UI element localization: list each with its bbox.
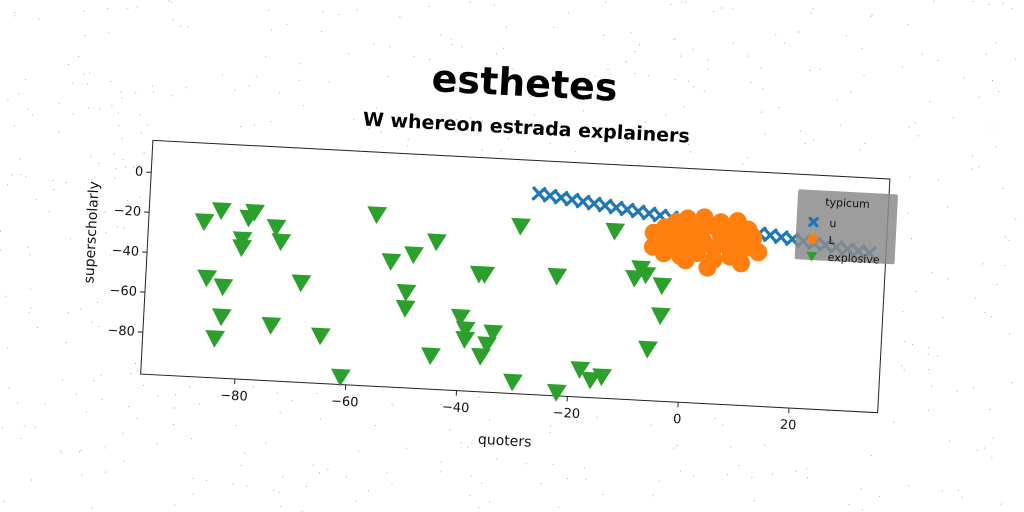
data-point — [619, 202, 635, 217]
chart-subtitle: W whereon estrada explainers — [362, 108, 690, 147]
legend-marker-L — [807, 234, 818, 245]
data-point — [711, 213, 730, 232]
data-point — [749, 243, 768, 262]
data-point — [630, 204, 646, 219]
legend-label-explosive: explosive — [827, 251, 880, 267]
data-point — [676, 251, 695, 270]
data-point — [395, 299, 416, 318]
data-point — [531, 186, 547, 201]
data-point — [271, 233, 292, 252]
data-point — [469, 265, 490, 284]
data-point — [455, 321, 476, 339]
data-point — [455, 331, 476, 349]
y-axis-label: superscholarly — [81, 181, 102, 284]
data-point — [683, 217, 702, 236]
data-point — [477, 336, 498, 355]
data-point — [698, 258, 717, 277]
legend-title: typicum — [825, 196, 870, 211]
data-point — [580, 371, 601, 390]
data-point — [547, 267, 568, 286]
data-point — [511, 217, 531, 236]
data-point — [427, 233, 447, 252]
y-tick-label: −20 — [113, 203, 141, 219]
data-point — [331, 368, 351, 387]
data-point — [592, 368, 613, 387]
x-tick-label: −20 — [552, 406, 580, 422]
legend-marker-u — [808, 216, 819, 228]
data-point — [638, 340, 658, 359]
data-point — [553, 190, 569, 205]
x-tick-label: −40 — [442, 400, 470, 416]
data-point — [661, 228, 680, 247]
data-point — [310, 327, 331, 346]
series-L — [643, 208, 768, 277]
data-point — [575, 194, 591, 209]
data-point — [546, 383, 567, 402]
data-point — [586, 196, 602, 211]
data-point — [471, 347, 491, 366]
data-point — [631, 260, 652, 278]
legend-marker-explosive — [806, 251, 818, 262]
data-point — [261, 316, 282, 335]
legend-box — [794, 189, 898, 265]
chart-title: esthetes — [431, 56, 619, 110]
legend-label-u: u — [829, 217, 837, 230]
data-point — [564, 192, 580, 207]
x-tick-label: 0 — [673, 412, 682, 427]
data-point — [762, 227, 778, 243]
data-point — [643, 237, 662, 256]
data-point — [211, 308, 232, 327]
data-point — [421, 347, 441, 366]
data-point — [597, 198, 613, 213]
y-tick-label: −60 — [109, 283, 137, 299]
data-point — [732, 254, 751, 273]
data-point — [773, 229, 789, 245]
plot-area: −80 −60 −40 −20 0 20 0 −20 −40 −60 −80 quoters sup… — [81, 139, 898, 451]
data-point — [194, 213, 215, 232]
data-point — [205, 329, 226, 348]
data-point — [652, 277, 673, 296]
data-point — [211, 202, 232, 220]
data-point — [213, 278, 234, 297]
data-point — [197, 269, 218, 288]
data-point — [396, 283, 417, 302]
axes-frame — [140, 139, 891, 414]
y-tick-label: 0 — [135, 164, 144, 179]
data-point — [404, 246, 424, 265]
y-tick-label: −40 — [111, 243, 139, 259]
data-point — [650, 307, 671, 326]
data-point — [381, 253, 402, 271]
data-point — [608, 200, 624, 215]
data-point — [739, 220, 758, 239]
ticks-layer: −80 −60 −40 −20 0 20 0 −20 −40 −60 −80 — [107, 164, 797, 434]
data-point — [450, 308, 471, 327]
data-point — [367, 206, 388, 225]
data-point — [605, 222, 626, 241]
x-tick-label: −80 — [220, 388, 248, 404]
series-explosive — [194, 202, 673, 402]
x-axis-label: quoters — [478, 432, 532, 451]
y-tick-label: −80 — [107, 323, 135, 339]
data-point — [266, 219, 287, 237]
data-point — [570, 361, 591, 379]
data-point — [542, 188, 558, 203]
data-point — [641, 206, 657, 221]
data-point — [291, 274, 312, 293]
data-point — [503, 373, 523, 392]
data-point — [232, 239, 253, 258]
x-tick-label: −60 — [331, 394, 359, 410]
data-point — [483, 324, 504, 343]
data-point — [716, 231, 735, 250]
x-tick-label: 20 — [779, 418, 796, 434]
data-point — [245, 203, 266, 222]
legend-label-L: L — [828, 234, 836, 247]
